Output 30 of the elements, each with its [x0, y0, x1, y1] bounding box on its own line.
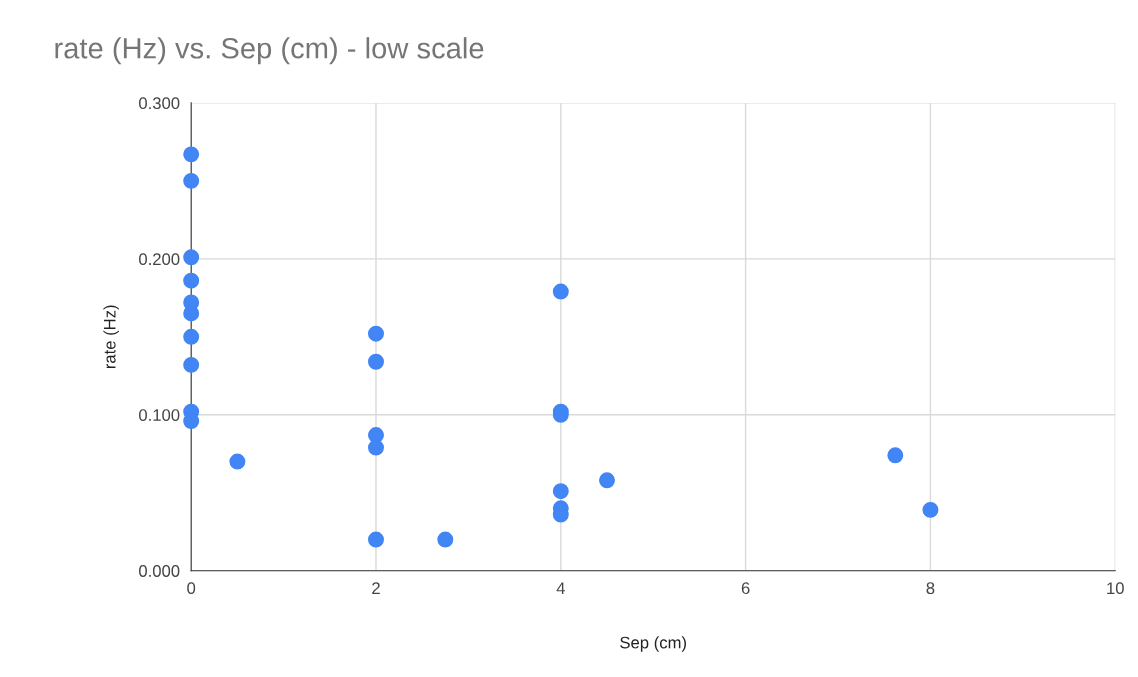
- x-tick-label: 6: [741, 582, 750, 595]
- x-tick-label: 0: [187, 582, 196, 595]
- point: [183, 356, 200, 373]
- point: [922, 501, 939, 518]
- x-tick-label: 8: [926, 582, 935, 595]
- x-tick-label: 10: [1107, 582, 1124, 595]
- x-tick-label: 2: [372, 582, 380, 594]
- point: [183, 172, 200, 189]
- point: [437, 531, 454, 548]
- point: [368, 439, 384, 456]
- point: [599, 472, 615, 489]
- x-tick-label: 4: [556, 582, 565, 594]
- y-tick-label: 0.200: [139, 253, 180, 266]
- point: [368, 353, 384, 370]
- point: [229, 453, 246, 470]
- point: [183, 328, 200, 345]
- point: [183, 272, 200, 289]
- point: [368, 531, 384, 548]
- chart-title: rate (Hz) vs. Sep (cm) - low scale: [55, 37, 484, 65]
- point: [183, 249, 200, 266]
- point: [552, 483, 569, 500]
- point: [368, 325, 384, 342]
- y-tick-label: 0.300: [139, 97, 180, 110]
- point: [552, 283, 569, 300]
- y-tick-label: 0.000: [139, 565, 180, 577]
- point: [887, 447, 904, 464]
- x-axis-title: Sep (cm): [620, 636, 686, 652]
- y-tick-label: 0.100: [139, 409, 180, 421]
- y-axis-title: rate (Hz): [103, 305, 119, 369]
- point: [183, 146, 200, 163]
